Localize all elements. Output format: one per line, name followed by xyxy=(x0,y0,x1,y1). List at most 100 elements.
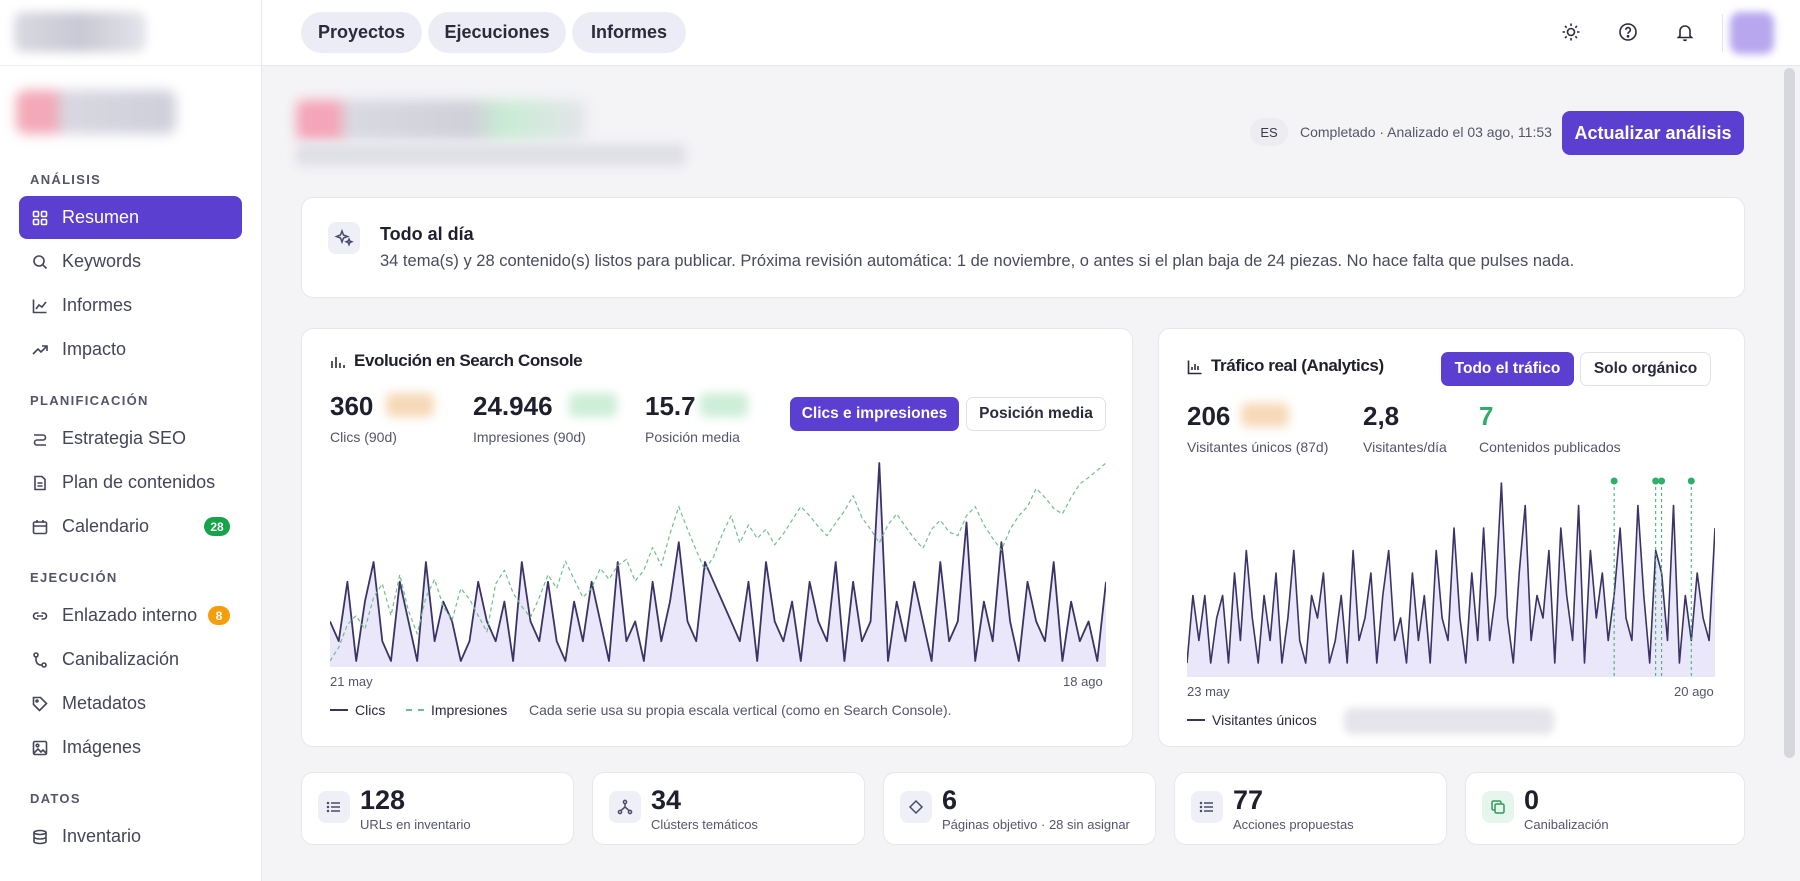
search-console-chart xyxy=(330,462,1106,667)
legend-label: Impresiones xyxy=(431,702,508,718)
grid-icon xyxy=(31,209,49,227)
topbar-separator xyxy=(1722,14,1723,52)
top-bar: Proyectos Ejecuciones Informes xyxy=(262,0,1800,66)
analytics-title: Tráfico real (Analytics) xyxy=(1211,356,1384,375)
app-logo[interactable] xyxy=(14,12,146,52)
sidebar-item-label: Impacto xyxy=(62,339,127,359)
sun-icon[interactable] xyxy=(1560,21,1582,43)
position-delta xyxy=(700,393,748,417)
series-clics-area xyxy=(330,463,1106,667)
position-label: Posición media xyxy=(645,429,740,445)
x-axis-start: 21 may xyxy=(330,674,373,689)
analytics-chart xyxy=(1187,477,1715,677)
kpi-label: Clústers temáticos xyxy=(651,817,758,832)
section-datos-title: DATOS xyxy=(30,791,81,806)
visitors-label: Visitantes únicos (87d) xyxy=(1187,439,1329,455)
x-axis-end: 18 ago xyxy=(1063,674,1103,689)
sidebar-item-label: Metadatos xyxy=(62,693,147,713)
main-content: ES Completado · Analizado el 03 ago, 11:… xyxy=(262,66,1800,881)
clicks-delta xyxy=(386,393,434,417)
impressions-label: Impresiones (90d) xyxy=(473,429,586,445)
alert-text: 34 tema(s) y 28 contenido(s) listos para… xyxy=(380,252,1575,270)
legend-impressions: Impresiones xyxy=(406,702,507,718)
toggle-average-position[interactable]: Posición media xyxy=(966,397,1106,431)
toggle-organic-only[interactable]: Solo orgánico xyxy=(1580,352,1711,386)
legend-hidden-item xyxy=(1344,708,1554,734)
tab-proyectos[interactable]: Proyectos xyxy=(301,12,422,53)
legend-clicks: Clics xyxy=(330,702,385,718)
kpi-card-target-pages[interactable]: 6 Páginas objetivo · 28 sin asignar xyxy=(883,772,1156,845)
diamond-icon xyxy=(900,791,932,823)
refresh-analysis-button[interactable]: Actualizar análisis xyxy=(1562,111,1744,155)
toggle-clicks-impressions[interactable]: Clics e impresiones xyxy=(790,397,959,431)
route-icon xyxy=(31,430,49,448)
toggle-all-traffic[interactable]: Todo el tráfico xyxy=(1441,352,1574,386)
image-icon xyxy=(31,739,49,757)
position-value: 15.7 xyxy=(645,391,696,421)
avatar[interactable] xyxy=(1730,12,1774,54)
list-icon xyxy=(318,791,350,823)
sidebar-item-estrategia-seo[interactable]: Estrategia SEO xyxy=(19,417,242,460)
search-console-card: Evolución en Search Console 360 Clics (9… xyxy=(301,328,1133,747)
legend-label: Visitantes únicos xyxy=(1212,712,1317,728)
sidebar-item-label: Canibalización xyxy=(62,649,180,669)
project-selector[interactable] xyxy=(16,90,176,134)
sidebar-item-resumen[interactable]: Resumen xyxy=(19,196,242,239)
publish-marker-dot[interactable] xyxy=(1610,477,1618,485)
section-analisis-title: ANÁLISIS xyxy=(30,172,102,187)
link-icon xyxy=(31,607,49,625)
section-planificacion-title: PLANIFICACIÓN xyxy=(30,393,149,408)
line-chart-icon xyxy=(31,297,49,315)
database-icon xyxy=(31,828,49,846)
sidebar-item-calendario[interactable]: Calendario 28 xyxy=(19,505,242,548)
tab-ejecuciones[interactable]: Ejecuciones xyxy=(428,12,566,53)
series-visitantes-line xyxy=(1187,482,1715,664)
kpi-card-actions[interactable]: 77 Acciones propuestas xyxy=(1174,772,1447,845)
kpi-label: Canibalización xyxy=(1524,817,1609,832)
x-axis-end: 20 ago xyxy=(1674,684,1714,699)
enlazado-count-badge: 8 xyxy=(208,606,230,625)
project-title xyxy=(296,100,586,140)
alert-title: Todo al día xyxy=(380,224,474,244)
sidebar-item-keywords[interactable]: Keywords xyxy=(19,240,242,283)
scrollbar[interactable] xyxy=(1784,68,1795,758)
kpi-card-cannibalization[interactable]: 0 Canibalización xyxy=(1465,772,1745,845)
bar-chart-icon xyxy=(1187,359,1203,380)
sidebar-item-plan-de-contenidos[interactable]: Plan de contenidos xyxy=(19,461,242,504)
sidebar-item-metadatos[interactable]: Metadatos xyxy=(19,682,242,725)
impressions-delta xyxy=(569,393,617,417)
publish-marker-dot[interactable] xyxy=(1687,477,1695,485)
cluster-icon xyxy=(609,791,641,823)
sidebar-item-impacto[interactable]: Impacto xyxy=(19,328,242,371)
sidebar-item-inventario[interactable]: Inventario xyxy=(19,815,242,858)
bell-icon[interactable] xyxy=(1674,21,1696,43)
sidebar-item-informes[interactable]: Informes xyxy=(19,284,242,327)
sidebar-item-label: Plan de contenidos xyxy=(62,472,216,492)
publish-marker-dot[interactable] xyxy=(1652,477,1660,485)
kpi-card-urls[interactable]: 128 URLs en inventario xyxy=(301,772,574,845)
branch-icon xyxy=(31,651,49,669)
search-console-title: Evolución en Search Console xyxy=(354,351,583,370)
list-icon xyxy=(1191,791,1223,823)
kpi-label: Acciones propuestas xyxy=(1233,817,1354,832)
section-ejecucion-title: EJECUCIÓN xyxy=(30,570,118,585)
publish-marker-dot[interactable] xyxy=(1658,477,1666,485)
kpi-label: Páginas objetivo · 28 sin asignar xyxy=(942,817,1130,832)
copy-icon xyxy=(1482,791,1514,823)
language-badge: ES xyxy=(1250,118,1288,146)
sidebar-item-label: Calendario xyxy=(62,516,150,536)
calendar-icon xyxy=(31,518,49,536)
bar-chart-icon xyxy=(330,354,346,375)
sidebar-item-imagenes[interactable]: Imágenes xyxy=(19,726,242,769)
legend-swatch xyxy=(1187,719,1205,721)
sidebar-item-canibalizacion[interactable]: Canibalización xyxy=(19,638,242,681)
sidebar-item-enlazado-interno[interactable]: Enlazado interno 8 xyxy=(19,594,242,637)
sidebar-item-label: Estrategia SEO xyxy=(62,428,187,448)
kpi-card-clusters[interactable]: 34 Clústers temáticos xyxy=(592,772,865,845)
legend-label: Clics xyxy=(355,702,386,718)
status-alert-card: Todo al día 34 tema(s) y 28 contenido(s)… xyxy=(301,197,1745,298)
kpi-value: 77 xyxy=(1233,785,1264,815)
tab-informes[interactable]: Informes xyxy=(572,12,686,53)
help-icon[interactable] xyxy=(1617,21,1639,43)
series-clics-line xyxy=(330,462,1106,662)
